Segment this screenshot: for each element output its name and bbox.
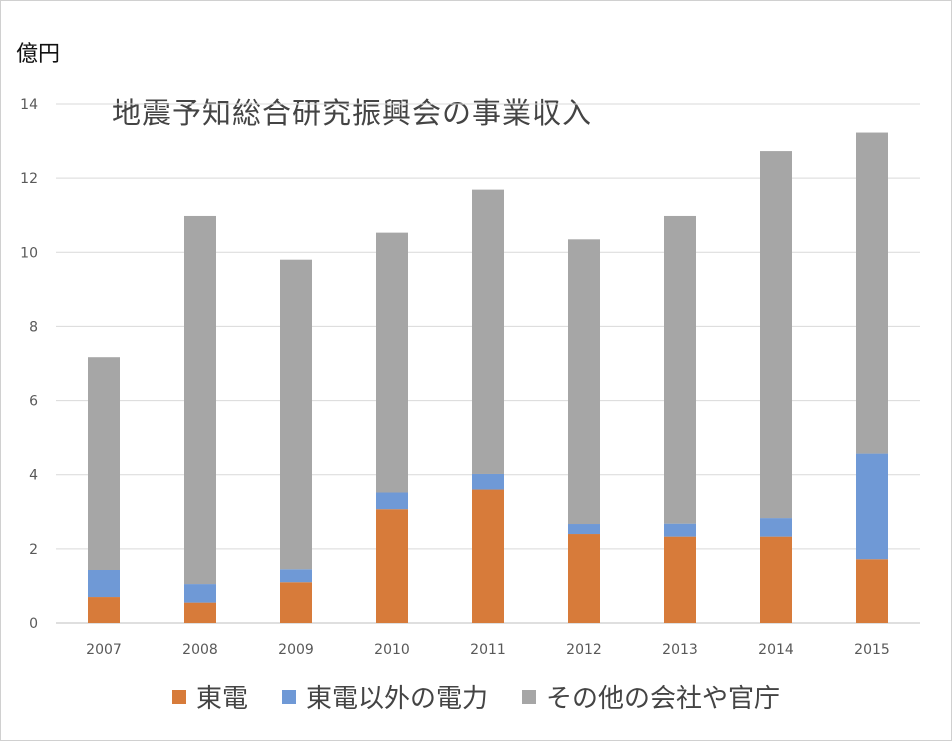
- bar-segment-tepco-2010: [376, 509, 408, 623]
- bar-segment-tepco-2009: [280, 582, 312, 623]
- bar-segment-tepco-2013: [664, 536, 696, 623]
- bar-segment-other-power-2014: [760, 518, 792, 537]
- legend-swatch-other-power: [281, 689, 296, 704]
- bar-segment-tepco-2012: [568, 534, 600, 623]
- bar-segment-other-power-2010: [376, 492, 408, 510]
- bar-segment-other-power-2011: [472, 473, 504, 490]
- legend-item-tepco: 東電: [171, 678, 248, 715]
- bar-segment-other-power-2015: [856, 453, 888, 560]
- legend-label-other-companies: その他の会社や官庁: [546, 684, 781, 714]
- x-tick-label: 2007: [86, 642, 122, 658]
- bar-segment-other-companies-2013: [664, 215, 696, 524]
- bar-segment-other-companies-2012: [568, 239, 600, 525]
- chart-title: 地震予知総合研究振興会の事業収入: [112, 96, 593, 130]
- bar-segment-other-companies-2007: [88, 357, 120, 570]
- legend-swatch-other-companies: [522, 689, 536, 704]
- bar-segment-other-power-2012: [568, 524, 600, 535]
- bar-segment-other-companies-2015: [856, 132, 888, 454]
- y-tick-label: 0: [29, 616, 38, 632]
- x-tick-label: 2010: [374, 642, 410, 658]
- bar-segment-other-power-2013: [664, 523, 696, 537]
- x-tick-label: 2012: [566, 642, 602, 658]
- bar-segment-other-power-2009: [280, 569, 312, 583]
- bar-segment-other-companies-2009: [280, 259, 312, 570]
- x-tick-label: 2009: [278, 642, 314, 658]
- bar-segment-tepco-2008: [184, 602, 216, 623]
- y-tick-label: 4: [29, 468, 38, 484]
- y-unit-label: 億円: [16, 42, 61, 67]
- y-tick-label: 2: [29, 542, 38, 558]
- bar-segment-other-companies-2010: [376, 232, 408, 493]
- y-tick-label: 10: [20, 245, 38, 261]
- x-tick-label: 2011: [470, 642, 506, 658]
- bar-segment-other-power-2008: [184, 584, 216, 603]
- bar-segment-tepco-2014: [760, 536, 792, 623]
- bar-segment-tepco-2007: [88, 597, 120, 623]
- bar-segment-tepco-2011: [472, 489, 504, 623]
- y-tick-label: 6: [29, 394, 38, 410]
- y-tick-label: 12: [20, 171, 38, 187]
- bar-segment-other-companies-2014: [760, 151, 792, 519]
- bar-segment-tepco-2015: [856, 559, 888, 623]
- bar-segment-other-power-2007: [88, 569, 120, 598]
- x-tick-label: 2015: [854, 642, 890, 658]
- legend-item-other-power: 東電以外の電力: [281, 678, 488, 715]
- legend: 東電 東電以外の電力 その他の会社や官庁: [0, 678, 952, 715]
- y-tick-label: 8: [29, 319, 38, 335]
- y-tick-label: 14: [20, 97, 38, 113]
- legend-label-tepco: 東電: [195, 684, 248, 714]
- legend-item-other-companies: その他の会社や官庁: [522, 678, 780, 715]
- x-tick-label: 2008: [182, 642, 218, 658]
- legend-swatch-tepco: [171, 689, 186, 704]
- bar-segment-other-companies-2011: [472, 189, 504, 474]
- bar-segment-other-companies-2008: [184, 215, 216, 585]
- x-tick-label: 2013: [662, 642, 698, 658]
- legend-label-other-power: 東電以外の電力: [305, 684, 488, 714]
- x-tick-label: 2014: [758, 642, 794, 658]
